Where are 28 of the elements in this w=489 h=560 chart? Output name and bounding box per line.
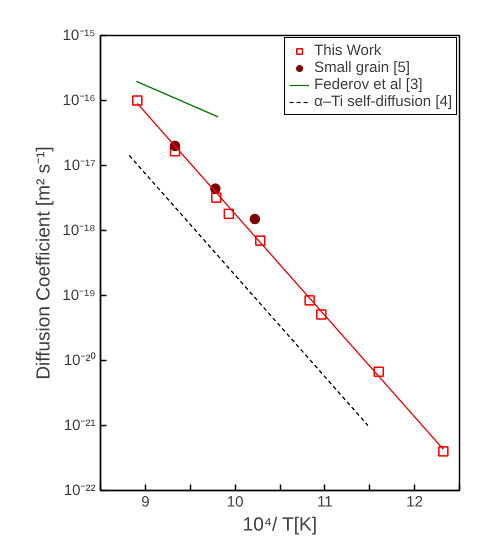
legend-label: This Work [314,42,382,59]
point [438,446,449,457]
y-tick-label: 10⁻²¹ [64,417,96,434]
legend-label: Federov et al [3] [314,76,422,93]
y-tick-label: 10⁻¹⁷ [63,157,96,174]
x-axis-title: 10⁴/ T[K] [242,514,318,536]
y-tick-label: 10⁻¹⁶ [62,92,96,109]
point [255,235,266,246]
point [211,192,222,203]
y-tick-label: 10⁻²⁰ [64,352,96,369]
point [304,295,315,306]
point [132,95,143,106]
point [224,208,234,220]
legend-label: α–Ti self-diffusion [4] [314,93,452,110]
y-tick-label: 10⁻¹⁹ [62,287,96,304]
point [250,214,260,224]
y-axis-title: Diffusion Coefficient [m² s⁻¹] [33,146,54,380]
point [316,309,327,320]
y-tick-label: 10⁻¹⁸ [62,222,96,239]
x-tick-label: 12 [406,494,423,510]
x-tick-label: 9 [141,494,150,510]
y-tick-label: 10⁻²² [64,482,96,499]
x-tick-label: 11 [317,494,333,510]
x-tick-label: 10 [226,494,244,510]
y-tick-label: 10⁻¹⁵ [62,27,96,44]
point [170,146,180,156]
point [373,366,384,378]
legend-label: Small grain [5] [314,59,410,76]
